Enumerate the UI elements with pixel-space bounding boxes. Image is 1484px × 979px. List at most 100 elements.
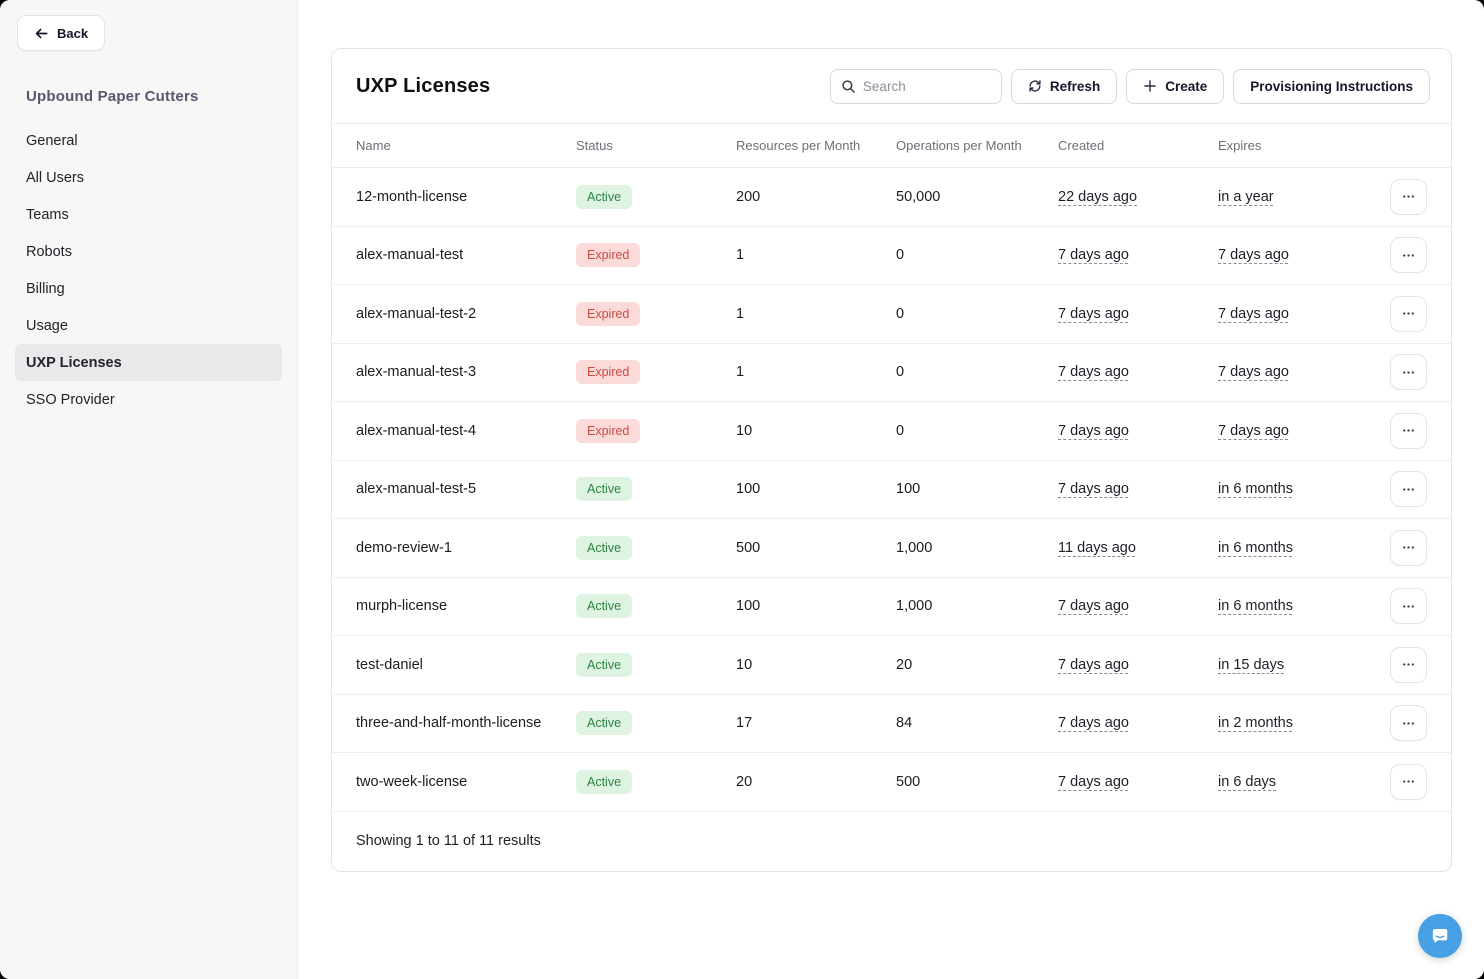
row-actions-button[interactable] [1390, 471, 1427, 508]
sidebar-item-label: All Users [26, 169, 85, 186]
provisioning-label: Provisioning Instructions [1250, 78, 1413, 94]
sidebar-item[interactable]: Robots [15, 233, 282, 270]
row-actions-button[interactable] [1390, 295, 1427, 332]
cell-status: Active [576, 477, 736, 502]
expires-relative-time: in 6 months [1218, 598, 1293, 615]
cell-status: Expired [576, 301, 736, 326]
cell-operations-per-month: 20 [896, 656, 913, 673]
created-relative-time: 7 days ago [1058, 773, 1129, 790]
row-actions-button[interactable] [1390, 178, 1427, 215]
chat-launcher-button[interactable] [1418, 914, 1462, 958]
cell-actions [1367, 237, 1427, 274]
created-relative-time: 7 days ago [1058, 715, 1129, 732]
sidebar-item[interactable]: General [15, 122, 282, 159]
cell-resources-per-month: 20 [736, 773, 753, 790]
cell-created: 7 days ago [1058, 657, 1218, 673]
column-header-status: Status [576, 138, 613, 153]
cell-operations-per-month: 1,000 [896, 539, 933, 556]
row-actions-button[interactable] [1390, 529, 1427, 566]
status-badge: Active [576, 594, 633, 619]
cell-resources-per-month: 100 [736, 598, 761, 615]
sidebar-nav: General All Users Teams Robots Billing [0, 122, 297, 418]
sidebar-item-label: Teams [26, 206, 69, 223]
table-header-row: Name Status Resources per Month Operatio… [332, 123, 1451, 168]
cell-name: 12-month-license [356, 188, 468, 205]
sidebar-item-label: Billing [26, 280, 65, 297]
status-badge: Expired [576, 243, 641, 268]
cell-name: alex-manual-test-3 [356, 364, 477, 381]
sidebar: Back Upbound Paper Cutters General All U… [0, 0, 298, 979]
main-content: UXP Licenses [298, 0, 1484, 979]
created-relative-time: 7 days ago [1058, 305, 1129, 322]
sidebar-item[interactable]: SSO Provider [15, 381, 282, 418]
row-actions-button[interactable] [1390, 705, 1427, 742]
cell-expires: in 6 months [1218, 598, 1367, 614]
column-header-expires: Expires [1218, 138, 1262, 153]
expires-relative-time: 7 days ago [1218, 422, 1289, 439]
sidebar-item[interactable]: Teams [15, 196, 282, 233]
cell-expires: in 6 days [1218, 774, 1367, 790]
cell-status: Active [576, 594, 736, 619]
ellipsis-icon [1401, 599, 1416, 614]
cell-expires: in 6 months [1218, 540, 1367, 556]
cell-status: Active [576, 769, 736, 794]
ellipsis-icon [1401, 248, 1416, 263]
created-relative-time: 11 days ago [1058, 539, 1136, 556]
sidebar-item[interactable]: UXP Licenses [15, 344, 282, 381]
refresh-button[interactable]: Refresh [1010, 68, 1118, 104]
sidebar-item-label: Usage [26, 317, 68, 334]
row-actions-button[interactable] [1390, 237, 1427, 274]
created-relative-time: 7 days ago [1058, 247, 1129, 264]
status-badge: Active [576, 477, 633, 502]
cell-name: alex-manual-test-2 [356, 305, 477, 322]
cell-actions [1367, 354, 1427, 391]
row-actions-button[interactable] [1390, 412, 1427, 449]
plus-icon [1143, 79, 1157, 93]
expires-relative-time: in 6 months [1218, 539, 1293, 556]
cell-expires: 7 days ago [1218, 423, 1367, 439]
sidebar-item-label: SSO Provider [26, 391, 115, 408]
sidebar-item[interactable]: Billing [15, 270, 282, 307]
cell-operations-per-month: 50,000 [896, 188, 941, 205]
expires-relative-time: in 2 months [1218, 715, 1293, 732]
back-button[interactable]: Back [17, 15, 106, 51]
ellipsis-icon [1401, 365, 1416, 380]
cell-created: 7 days ago [1058, 598, 1218, 614]
cell-expires: 7 days ago [1218, 247, 1367, 263]
cell-actions [1367, 763, 1427, 800]
cell-actions [1367, 178, 1427, 215]
row-actions-button[interactable] [1390, 588, 1427, 625]
cell-operations-per-month: 1,000 [896, 598, 933, 615]
status-badge: Active [576, 769, 633, 794]
cell-actions [1367, 646, 1427, 683]
table-row: test-daniel Active 10 20 7 days ago in 1… [332, 636, 1451, 695]
cell-expires: 7 days ago [1218, 364, 1367, 380]
table-row: alex-manual-test-5 Active 100 100 7 days… [332, 461, 1451, 519]
search-icon [841, 79, 856, 94]
row-actions-button[interactable] [1390, 646, 1427, 683]
cell-name: murph-license [356, 598, 448, 615]
row-actions-button[interactable] [1390, 354, 1427, 391]
status-badge: Expired [576, 301, 641, 326]
table-row: alex-manual-test-4 Expired 10 0 7 days a… [332, 402, 1451, 461]
cell-name: two-week-license [356, 773, 468, 790]
expires-relative-time: in 6 months [1218, 481, 1293, 498]
ellipsis-icon [1401, 306, 1416, 321]
search-input[interactable] [862, 78, 991, 94]
cell-expires: 7 days ago [1218, 306, 1367, 322]
cell-created: 7 days ago [1058, 774, 1218, 790]
create-button[interactable]: Create [1126, 68, 1225, 104]
cell-actions [1367, 412, 1427, 449]
sidebar-item[interactable]: All Users [15, 159, 282, 196]
cell-actions [1367, 588, 1427, 625]
cell-status: Active [576, 184, 736, 209]
cell-operations-per-month: 100 [896, 481, 921, 498]
cell-status: Expired [576, 418, 736, 443]
status-badge: Expired [576, 360, 641, 385]
cell-status: Expired [576, 360, 736, 385]
sidebar-item[interactable]: Usage [15, 307, 282, 344]
row-actions-button[interactable] [1390, 763, 1427, 800]
provisioning-instructions-button[interactable]: Provisioning Instructions [1233, 68, 1430, 104]
results-summary: Showing 1 to 11 of 11 results [356, 833, 541, 849]
cell-expires: in 6 months [1218, 481, 1367, 497]
